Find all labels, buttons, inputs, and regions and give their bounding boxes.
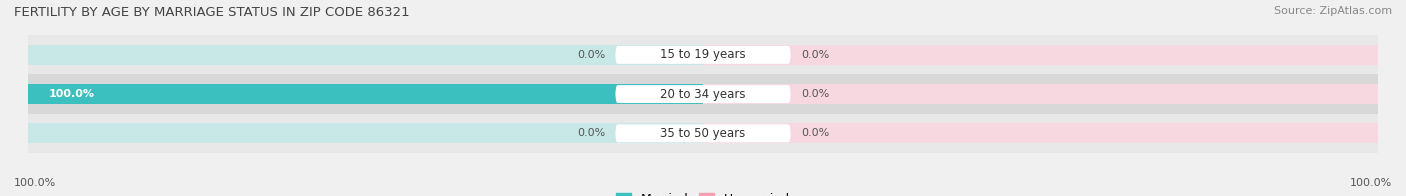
Text: 0.0%: 0.0%: [576, 50, 605, 60]
Bar: [28, 123, 703, 143]
Text: 20 to 34 years: 20 to 34 years: [661, 88, 745, 101]
Text: 100.0%: 100.0%: [1350, 178, 1392, 188]
Text: 35 to 50 years: 35 to 50 years: [661, 127, 745, 140]
Bar: [28, 45, 703, 65]
Bar: [703, 84, 1378, 104]
Bar: [28, 35, 1378, 74]
Bar: [28, 84, 703, 104]
Legend: Married, Unmarried: Married, Unmarried: [612, 188, 794, 196]
Text: 100.0%: 100.0%: [14, 178, 56, 188]
Bar: [703, 45, 1378, 65]
Text: 0.0%: 0.0%: [576, 128, 605, 138]
Bar: [703, 123, 1378, 143]
Text: 15 to 19 years: 15 to 19 years: [661, 48, 745, 61]
FancyBboxPatch shape: [616, 46, 790, 64]
Text: 0.0%: 0.0%: [801, 89, 830, 99]
Text: Source: ZipAtlas.com: Source: ZipAtlas.com: [1274, 6, 1392, 16]
Text: 0.0%: 0.0%: [801, 50, 830, 60]
Bar: [28, 114, 1378, 153]
Bar: [28, 74, 1378, 114]
FancyBboxPatch shape: [616, 85, 790, 103]
Text: 100.0%: 100.0%: [48, 89, 94, 99]
Bar: [28, 84, 703, 104]
FancyBboxPatch shape: [616, 124, 790, 142]
Text: FERTILITY BY AGE BY MARRIAGE STATUS IN ZIP CODE 86321: FERTILITY BY AGE BY MARRIAGE STATUS IN Z…: [14, 6, 409, 19]
Text: 0.0%: 0.0%: [801, 128, 830, 138]
